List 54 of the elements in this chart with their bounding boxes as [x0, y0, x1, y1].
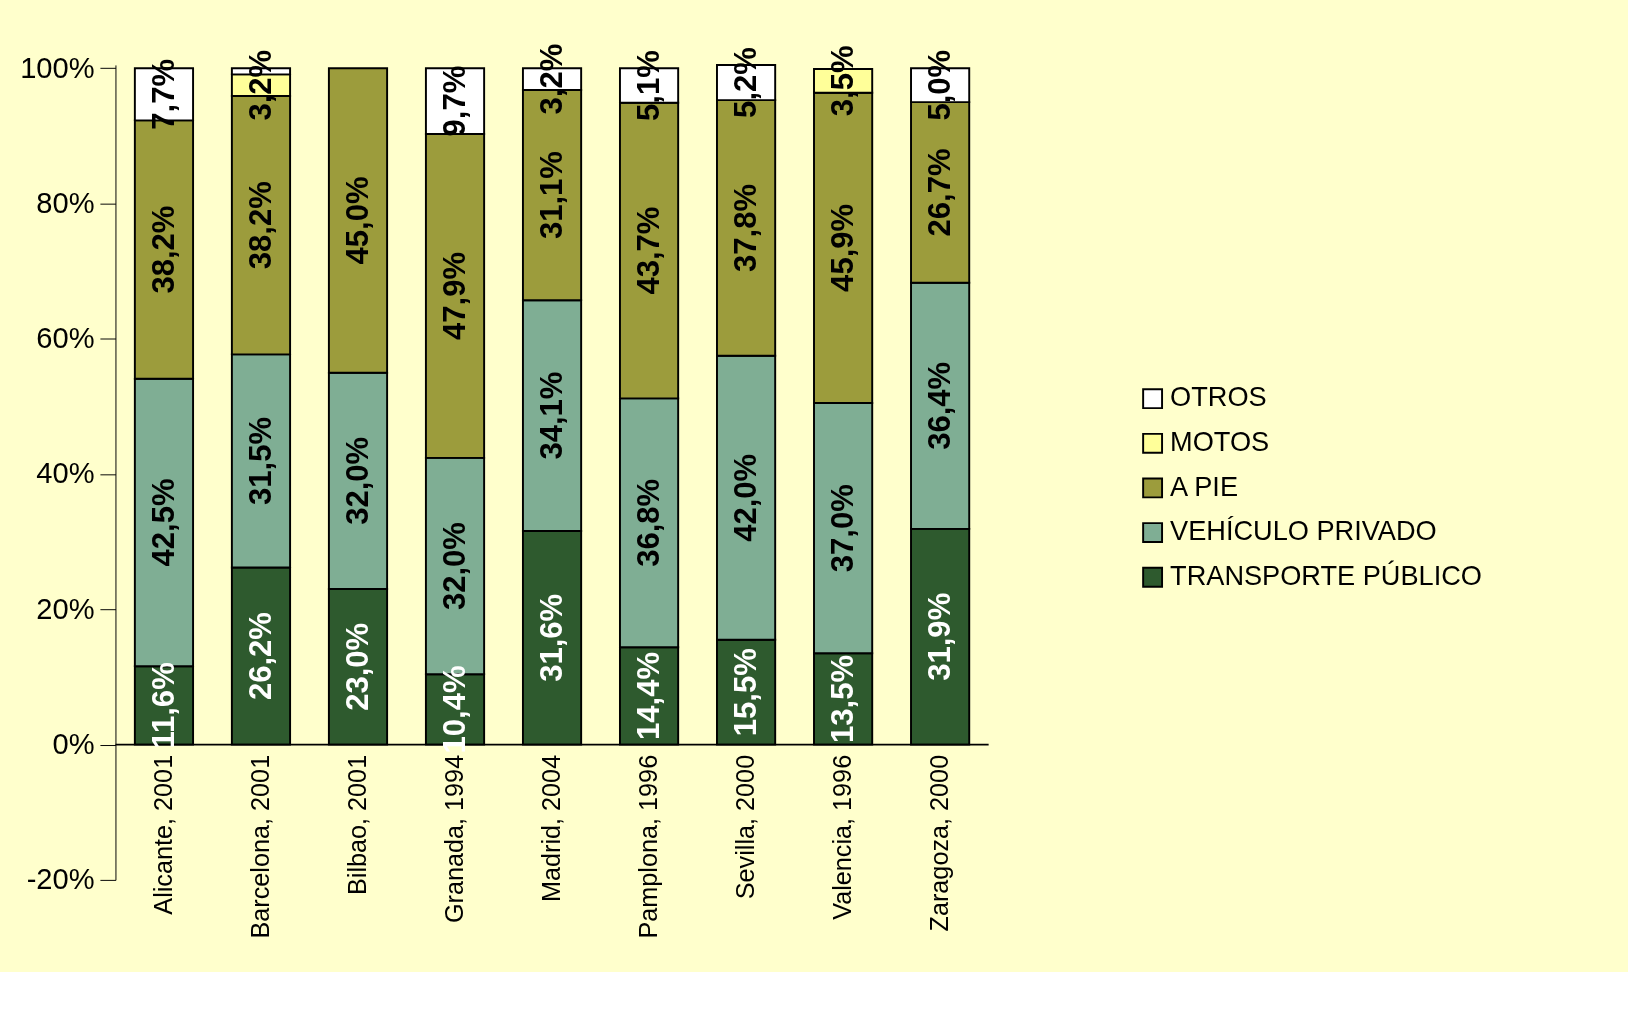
data-label: 37,8% — [727, 183, 763, 272]
data-label: 13,5% — [824, 654, 860, 743]
data-label: 3,2% — [533, 43, 569, 115]
x-tick-label: Zaragoza, 2000 — [924, 754, 953, 932]
x-tick-label: Alicante, 2001 — [148, 754, 177, 915]
data-label: 32,0% — [339, 436, 375, 525]
data-label: 15,5% — [727, 648, 763, 737]
y-tick-label: 0% — [52, 727, 95, 760]
legend-label: VEHÍCULO PRIVADO — [1170, 515, 1437, 547]
y-tick-label: 60% — [36, 322, 95, 355]
data-label: 31,9% — [921, 592, 957, 681]
y-tick-label: 100% — [20, 51, 95, 84]
data-label: 31,6% — [533, 593, 569, 682]
data-label: 31,5% — [242, 416, 278, 505]
data-label: 38,2% — [242, 181, 278, 270]
data-label: 32,0% — [436, 522, 472, 611]
x-tick-label: Sevilla, 2000 — [730, 754, 759, 900]
data-label: 31,1% — [533, 151, 569, 240]
x-tick-label: Valencia, 1996 — [827, 754, 856, 920]
data-label: 10,4% — [436, 665, 472, 754]
y-tick-label: -20% — [26, 863, 95, 896]
legend-label: A PIE — [1170, 470, 1238, 502]
data-label: 45,9% — [824, 203, 860, 292]
data-label: 5,0% — [921, 49, 957, 121]
data-label: 5,2% — [727, 47, 763, 118]
data-label: 43,7% — [630, 206, 666, 295]
x-tick-label: Barcelona, 2001 — [245, 754, 274, 939]
data-label: 47,9% — [436, 251, 472, 340]
data-label: 26,7% — [921, 148, 957, 237]
data-label: 11,6% — [145, 662, 181, 749]
data-label: 45,0% — [339, 176, 375, 265]
x-tick-label: Madrid, 2004 — [536, 754, 565, 903]
y-tick-label: 80% — [36, 186, 95, 219]
legend-label: OTROS — [1170, 381, 1267, 413]
data-label: 42,5% — [145, 478, 181, 567]
data-label: 42,0% — [727, 453, 763, 542]
data-label: 36,4% — [921, 361, 957, 450]
data-label: 23,0% — [339, 622, 375, 711]
data-label: 3,2% — [242, 49, 278, 121]
data-label: 26,2% — [242, 612, 278, 701]
data-label: 38,2% — [145, 205, 181, 294]
x-tick-label: Pamplona, 1996 — [633, 754, 662, 939]
data-label: 5,1% — [630, 50, 666, 121]
legend-label: MOTOS — [1170, 426, 1270, 458]
y-tick-label: 40% — [36, 457, 95, 490]
legend-label: TRANSPORTE PÚBLICO — [1170, 559, 1482, 591]
data-label: 36,8% — [630, 478, 666, 567]
x-tick-label: Granada, 1994 — [439, 754, 468, 924]
data-label: 37,0% — [824, 484, 860, 573]
x-tick-label: Bilbao, 2001 — [342, 754, 371, 896]
data-label: 14,4% — [630, 651, 666, 740]
data-label: 34,1% — [533, 371, 569, 460]
y-tick-label: 20% — [36, 592, 95, 625]
data-label: 3,5% — [824, 45, 860, 117]
